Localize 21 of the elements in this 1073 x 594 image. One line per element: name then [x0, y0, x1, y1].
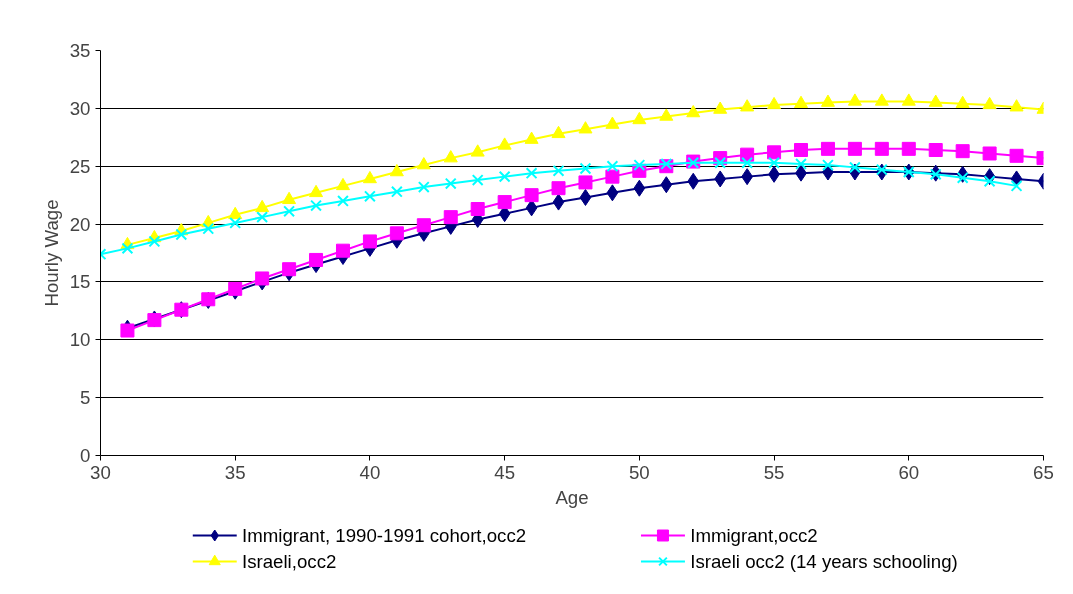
- y-tick-label: 5: [80, 387, 91, 409]
- x-tick-label: 50: [628, 461, 650, 483]
- x-axis-title: Age: [555, 486, 589, 508]
- x-tick-label: 65: [1033, 461, 1054, 483]
- legend-label: Immigrant,occ2: [690, 525, 818, 546]
- x-tick-label: 40: [359, 461, 381, 483]
- x-tick-label: 55: [763, 461, 785, 483]
- y-tick-label: 15: [69, 271, 91, 293]
- y-tick-label: 25: [69, 155, 91, 177]
- x-tick-label: 60: [898, 461, 920, 483]
- y-tick-label: 30: [69, 97, 91, 119]
- legend-label: Immigrant, 1990-1991 cohort,occ2: [241, 525, 527, 546]
- x-tick-label: 45: [494, 461, 516, 483]
- legend-label: Israeli,occ2: [241, 551, 337, 572]
- y-tick-label: 0: [80, 445, 91, 466]
- x-tick-label: 35: [224, 461, 246, 483]
- y-axis-title: Hourly Wage: [40, 199, 62, 307]
- y-tick-label: 10: [69, 329, 91, 351]
- y-tick-label: 35: [69, 40, 91, 61]
- legend-label: Israeli occ2 (14 years schooling): [690, 551, 958, 572]
- y-tick-label: 20: [69, 213, 91, 235]
